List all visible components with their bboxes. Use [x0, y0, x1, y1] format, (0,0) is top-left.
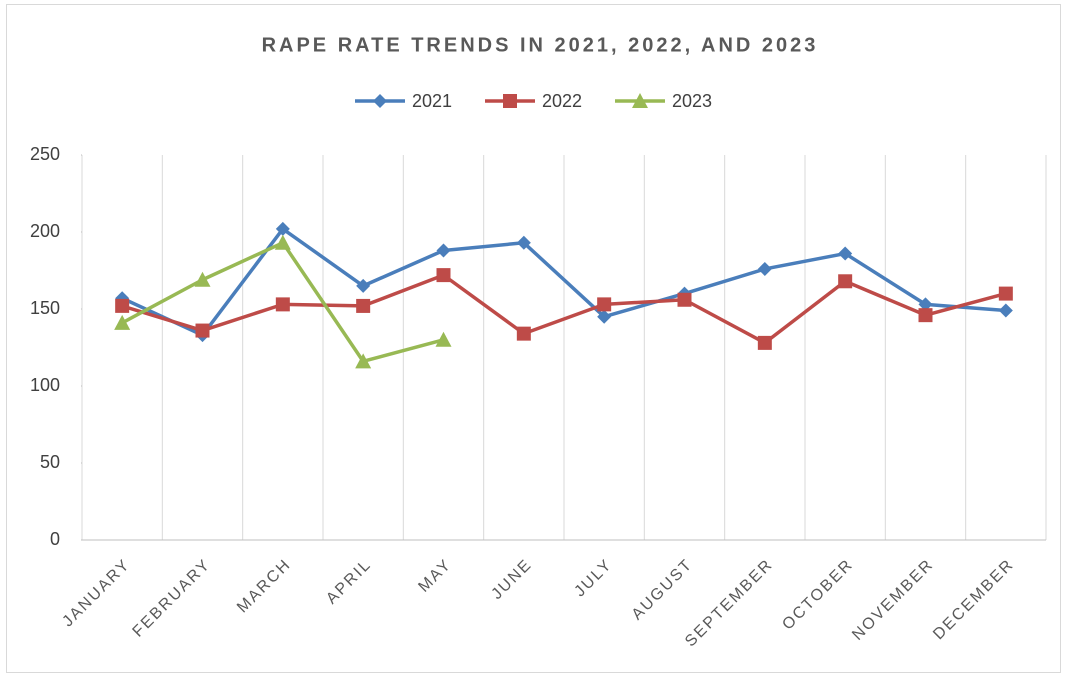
y-tick-label: 0 — [50, 529, 60, 549]
marker — [757, 261, 772, 276]
y-tick-label: 200 — [30, 221, 60, 241]
marker — [757, 335, 772, 350]
marker — [918, 297, 933, 312]
series-2021 — [115, 221, 1013, 343]
marker — [998, 303, 1013, 318]
marker — [503, 94, 517, 108]
marker — [435, 331, 452, 347]
marker — [838, 274, 853, 289]
marker — [677, 292, 692, 307]
marker — [114, 314, 131, 330]
marker — [516, 235, 531, 250]
marker — [356, 278, 371, 293]
marker — [436, 243, 451, 258]
marker — [998, 286, 1013, 301]
chart-title: RAPE RATE TRENDS IN 2021, 2022, AND 2023 — [262, 34, 819, 56]
marker — [194, 271, 211, 287]
marker — [838, 246, 853, 261]
marker — [275, 297, 290, 312]
legend-label: 2021 — [412, 91, 452, 111]
marker — [355, 353, 372, 369]
marker — [373, 94, 387, 108]
marker — [516, 326, 531, 341]
marker — [274, 234, 291, 250]
series-2022 — [115, 268, 1013, 350]
series-2023 — [114, 234, 452, 369]
legend-label: 2022 — [542, 91, 582, 111]
y-tick-label: 100 — [30, 375, 60, 395]
chart-border — [6, 4, 1061, 673]
series-line — [121, 273, 1007, 345]
y-tick-label: 250 — [30, 144, 60, 164]
y-tick-label: 150 — [30, 298, 60, 318]
marker — [436, 268, 451, 283]
legend-label: 2023 — [672, 91, 712, 111]
marker — [597, 309, 612, 324]
marker — [195, 323, 210, 338]
marker — [597, 297, 612, 312]
marker — [918, 308, 933, 323]
marker — [356, 298, 371, 313]
marker — [632, 93, 648, 108]
marker — [275, 221, 290, 236]
marker — [115, 298, 130, 313]
y-tick-label: 50 — [40, 452, 60, 472]
series-line — [121, 227, 1006, 337]
